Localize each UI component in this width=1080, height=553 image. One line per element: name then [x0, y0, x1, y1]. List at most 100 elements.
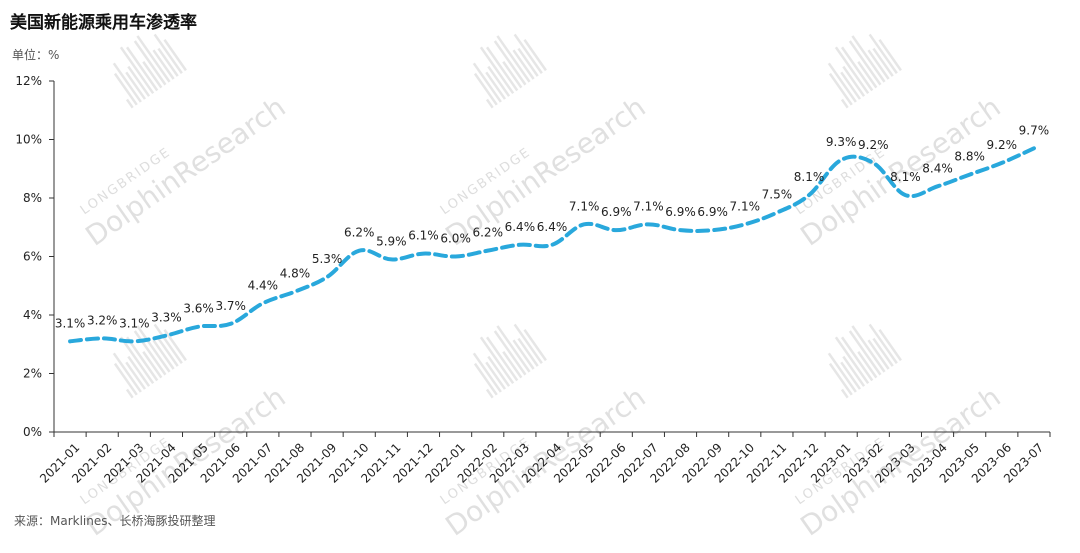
watermark-logo-bar: [472, 62, 502, 103]
watermark-logo-bar: [840, 46, 874, 92]
watermark-logo-bar: [513, 323, 543, 364]
watermark-logo-bar: [496, 325, 531, 373]
watermark-logo-bar: [868, 33, 898, 74]
watermark-logo-bar: [485, 46, 519, 92]
series-line: [68, 146, 1036, 344]
y-tick-label: 0%: [23, 425, 42, 439]
data-label: 6.2%: [472, 226, 503, 240]
data-label: 6.9%: [665, 205, 696, 219]
watermark-logo-bar: [125, 388, 134, 399]
watermark-logo-bar: [828, 362, 853, 396]
data-label: 8.4%: [922, 161, 953, 175]
watermark-logo-bar: [136, 35, 171, 83]
data-label: 8.1%: [794, 170, 825, 184]
chart-title: 美国新能源乘用车渗透率: [10, 13, 197, 33]
watermark-logo-bar: [827, 62, 857, 103]
watermark-logo-bar: [479, 46, 515, 95]
data-label: 5.9%: [376, 234, 407, 248]
watermark-logo-bar: [127, 65, 151, 97]
watermark-logo-bar: [840, 98, 849, 109]
watermark-logo-bar: [119, 336, 155, 385]
data-label: 7.1%: [633, 199, 664, 213]
chart-axes: 0%2%4%6%8%10%12%2021-012021-022021-03202…: [15, 74, 1051, 486]
watermark-logo-bar: [840, 336, 874, 382]
watermark-logo-bar: [133, 40, 167, 86]
watermark-logo-bar: [142, 61, 163, 89]
data-label: 3.7%: [215, 299, 246, 313]
data-label: 7.1%: [569, 199, 600, 213]
data-label: 6.4%: [537, 220, 568, 234]
source-note: 来源：Marklines、长桥海豚投研整理: [14, 514, 216, 528]
watermark-logo-bar: [513, 33, 543, 74]
watermark-logo-bar: [867, 339, 890, 370]
watermark-logo-bar: [127, 355, 151, 387]
data-label: 6.0%: [440, 232, 471, 246]
watermark-logo-bar: [493, 40, 527, 86]
data-label: 4.8%: [280, 267, 311, 281]
watermark-logo-bar: [157, 337, 179, 367]
data-label: 8.1%: [890, 170, 921, 184]
watermark-logo-bar: [142, 351, 163, 379]
watermark-logo-bar: [496, 35, 531, 83]
watermark-logo-bar: [485, 336, 519, 382]
data-label: 9.3%: [826, 135, 857, 149]
watermark-logo-bar: [487, 355, 511, 387]
watermark-logo-bar: [512, 49, 535, 80]
watermark-logo-bar: [828, 72, 853, 106]
unit-label: 单位：%: [12, 48, 60, 62]
watermark-logo-bar: [153, 323, 183, 364]
watermark-logo-bar: [848, 330, 882, 376]
data-label: 6.9%: [697, 205, 728, 219]
data-label: 3.1%: [55, 316, 86, 330]
data-label: 5.3%: [312, 252, 343, 266]
y-tick-label: 12%: [15, 74, 42, 88]
y-tick-label: 6%: [23, 250, 42, 264]
watermark-logo-bar: [872, 337, 894, 367]
watermark-logo-bar: [125, 46, 159, 92]
watermark-text-name: DolphinResearch: [79, 90, 291, 252]
watermark-logo-bar: [517, 337, 539, 367]
y-tick-label: 10%: [15, 133, 42, 147]
watermark-logo-bar: [502, 61, 523, 89]
watermark-logo-bar: [152, 339, 175, 370]
watermark-logo-bar: [523, 39, 547, 72]
watermark-logo-bar: [851, 325, 886, 373]
watermark-logo-bar: [851, 35, 886, 83]
watermark-logo-bar: [512, 339, 535, 370]
data-label: 4.4%: [248, 278, 279, 292]
y-tick-label: 2%: [23, 367, 42, 381]
y-tick-label: 8%: [23, 191, 42, 205]
watermark-logo-bar: [125, 98, 134, 109]
watermark-logo-bar: [842, 355, 866, 387]
watermark-logo-bar: [112, 352, 142, 393]
watermark-logo-bar: [493, 330, 527, 376]
watermark-logo-bar: [878, 329, 902, 362]
data-label: 7.1%: [730, 199, 761, 213]
watermark-logo-bar: [125, 336, 159, 382]
watermark-logo-bar: [473, 362, 498, 396]
watermark-logo-bar: [113, 72, 138, 106]
watermark-logo-bar: [472, 352, 502, 393]
watermark-logo-bar: [112, 62, 142, 103]
watermark-logo-bar: [485, 388, 494, 399]
watermark-logo-bar: [840, 71, 861, 100]
watermark-logo-bar: [517, 47, 539, 77]
data-label: 6.4%: [505, 220, 536, 234]
data-label: 3.1%: [119, 316, 150, 330]
watermark-logo-bar: [157, 47, 179, 77]
watermark-logo-bar: [878, 39, 902, 72]
data-label: 3.3%: [151, 310, 182, 324]
y-tick-label: 4%: [23, 308, 42, 322]
watermark-logo-bar: [857, 351, 878, 379]
watermark-logo-bar: [125, 71, 146, 100]
watermark-logo-bar: [125, 361, 146, 390]
watermark-logo-bar: [834, 46, 870, 95]
watermark-logo-bar: [136, 325, 171, 373]
watermark-logo-bar: [523, 329, 547, 362]
watermark-logo-bar: [113, 362, 138, 396]
